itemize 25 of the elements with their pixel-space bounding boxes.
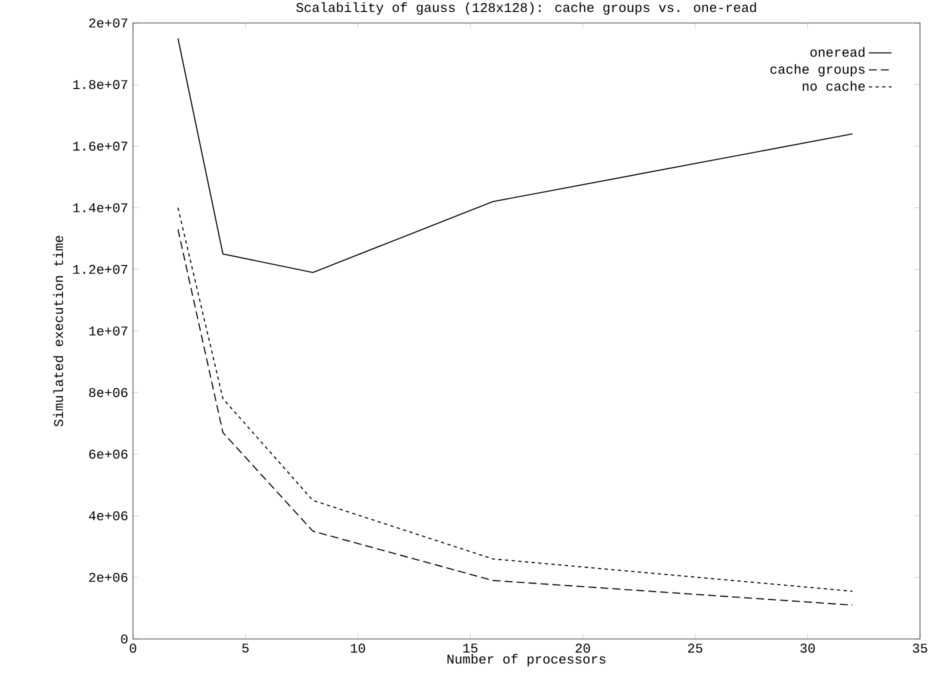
x-tick-label: 20 <box>576 644 590 653</box>
y-tick-label: 4e+06 <box>88 511 128 520</box>
x-axis-title: Number of processors <box>448 654 606 666</box>
y-tick-label: 0 <box>121 634 128 644</box>
y-tick-label: 8e+06 <box>89 388 128 398</box>
y-tick-label: 2e+06 <box>89 572 128 582</box>
x-tick-label: 10 <box>350 644 366 653</box>
y-tick-label: 6e+06 <box>89 450 128 459</box>
legend-label: oneread <box>810 47 864 57</box>
x-tick-label: 5 <box>242 644 249 653</box>
x-tick-label: 35 <box>912 644 928 653</box>
x-tick-label: 30 <box>800 644 815 653</box>
y-tick-label: 1.8e+07 <box>73 80 128 90</box>
y-tick-label: 1.2e+07 <box>73 264 128 274</box>
chart-title: Scalability of gauss (128x128): cache groups vs. one-read <box>296 2 756 15</box>
y-axis-title: Simulated execution time <box>53 236 64 426</box>
y-tick-label: 2e+07 <box>89 18 128 28</box>
y-tick-label: 1.4e+07 <box>73 203 128 212</box>
y-tick-label: 1.6e+07 <box>73 142 128 151</box>
x-tick-label: 15 <box>463 644 478 653</box>
y-tick-label: 1e+07 <box>89 326 128 336</box>
x-tick-label: 25 <box>688 644 702 653</box>
x-tick-label: 0 <box>130 644 136 653</box>
legend-label: no cache <box>802 81 865 91</box>
legend-label: cache groups <box>770 64 865 76</box>
